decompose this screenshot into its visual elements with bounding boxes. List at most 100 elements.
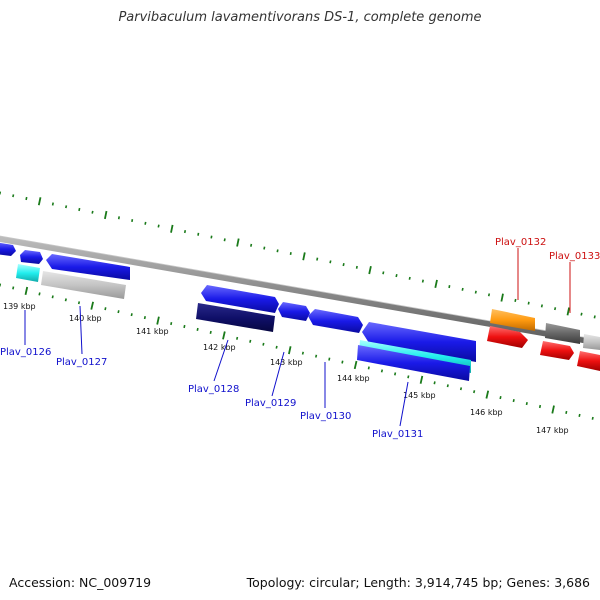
minor-tick [527,301,530,305]
minor-tick [38,292,41,296]
major-tick [222,331,226,340]
minor-tick [487,293,491,297]
minor-tick [51,295,54,299]
gene-feature [577,351,600,371]
genome-summary-text: Topology: circular; Length: 3,914,745 bp… [246,575,590,590]
minor-tick [329,260,332,264]
gene-feature [540,341,574,360]
tick-label: 139 kbp [3,302,36,311]
minor-tick [538,404,542,409]
minor-tick [301,351,304,355]
minor-tick [130,313,133,317]
minor-tick [64,298,67,302]
minor-tick [512,399,515,403]
minor-tick [446,384,449,388]
minor-tick [51,202,54,206]
minor-tick [196,327,199,331]
minor-tick [249,339,252,343]
minor-tick [580,312,583,316]
gene-feature [41,271,126,299]
major-tick [419,375,424,384]
minor-tick [77,301,81,305]
gene-label-plav-0127: Plav_0127 [56,357,107,368]
minor-tick [408,276,411,280]
gene-labels: Plav_0126 Plav_0127 Plav_0128 Plav_0129 … [0,237,600,440]
minor-tick [250,243,253,247]
outer-tick-ring [0,191,596,319]
minor-tick [565,410,568,414]
gene-feature [583,334,600,350]
accession-text: Accession: NC_009719 [9,575,152,590]
minor-tick [593,315,596,319]
gene-feature [362,322,476,362]
gene-label-plav-0126: Plav_0126 [0,347,51,358]
gene-feature [490,309,535,331]
major-tick [434,279,438,288]
major-tick [37,197,42,206]
tick-label: 141 kbp [136,327,169,336]
minor-tick [144,221,147,225]
minor-tick [12,286,15,290]
major-tick [566,307,570,316]
minor-tick [499,396,502,400]
minor-tick [25,196,28,201]
gene-features [0,242,600,381]
gene-feature [0,242,16,256]
major-tick [302,252,306,261]
minor-tick [591,416,594,420]
tick-label: 144 kbp [337,374,370,383]
minor-tick [554,307,557,311]
gene-feature [357,345,470,381]
minor-tick [143,316,146,320]
minor-tick [209,330,212,334]
major-tick [24,286,29,295]
gene-label-plav-0133: Plav_0133 [549,251,600,262]
tick-label: 145 kbp [403,391,436,400]
major-tick [551,405,555,414]
minor-tick [117,310,120,314]
minor-tick [525,402,528,406]
minor-tick [540,304,543,308]
minor-tick [382,271,385,275]
tick-label: 146 kbp [470,408,503,417]
minor-tick [448,285,451,289]
minor-tick [367,366,370,370]
minor-tick [461,287,464,291]
minor-tick [341,360,344,364]
major-tick [236,238,240,247]
gene-label-plav-0132: Plav_0132 [495,237,546,248]
minor-tick [104,307,107,311]
minor-tick [170,322,173,326]
gene-label-plav-0128: Plav_0128 [188,384,239,395]
minor-tick [328,357,331,361]
minor-tick [421,279,424,283]
minor-tick [355,265,358,269]
tick-label: 143 kbp [270,358,303,367]
gene-feature [201,285,279,313]
minor-tick [578,413,581,417]
major-tick [170,224,174,233]
gene-feature [16,264,40,282]
label-leaders [24,248,571,427]
gene-feature [46,254,130,280]
minor-tick [474,290,477,294]
minor-tick [263,246,266,250]
tick-label: 140 kbp [69,314,102,323]
minor-tick [236,336,239,340]
inner-tick-ring [0,283,594,420]
gene-label-plav-0129: Plav_0129 [245,398,296,409]
major-tick [500,293,504,302]
major-tick [90,301,94,310]
gene-feature [196,303,275,332]
minor-tick [407,375,410,379]
major-tick [104,210,108,220]
major-tick [288,346,292,355]
minor-tick [157,224,160,228]
major-tick [156,316,160,325]
minor-tick [78,207,81,212]
minor-tick [514,298,517,302]
gene-feature [545,323,580,344]
tick-label: 142 kbp [203,343,236,352]
gene-feature [308,309,363,333]
